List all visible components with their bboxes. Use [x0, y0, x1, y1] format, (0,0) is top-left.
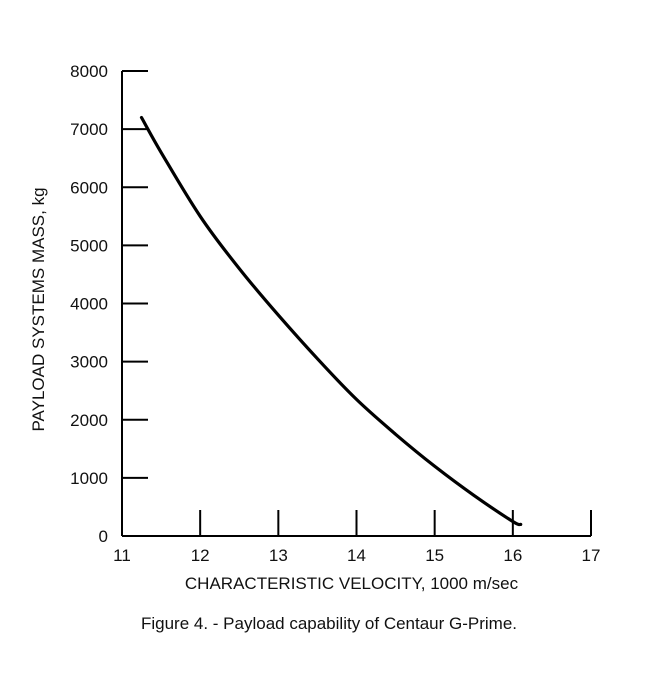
- y-tick-label: 1000: [70, 469, 108, 488]
- axes: [121, 71, 591, 537]
- x-tick-label: 13: [269, 546, 288, 565]
- figure-caption: Figure 4. - Payload capability of Centau…: [140, 614, 518, 633]
- x-tick-label: 11: [113, 546, 131, 565]
- x-tick-label: 16: [503, 546, 522, 565]
- x-tick-label: 12: [191, 546, 210, 565]
- y-tick-label: 6000: [70, 178, 108, 197]
- ticks: [121, 70, 592, 537]
- y-tick-label: 3000: [70, 353, 108, 372]
- tick-labels: 11 12 13 14 15 16 17 0 1000 2000 3000 4000 5000 6000 7…: [70, 62, 600, 565]
- y-tick-label: 8000: [70, 62, 108, 81]
- x-tick-label: 17: [582, 546, 601, 565]
- x-tick-label: 14: [347, 546, 366, 565]
- y-tick-label: 4000: [70, 295, 108, 314]
- y-tick-label: 0: [99, 527, 108, 546]
- y-tick-label: 5000: [70, 236, 108, 255]
- y-axis-label: PAYLOAD SYSTEMS MASS, kg: [29, 187, 48, 431]
- x-tick-label: 15: [425, 546, 444, 565]
- y-tick-label: 2000: [70, 411, 108, 430]
- series-line: [139, 115, 523, 527]
- x-axis-label: CHARACTERISTIC VELOCITY, 1000 m/sec: [185, 574, 519, 593]
- y-tick-label: 7000: [70, 120, 108, 139]
